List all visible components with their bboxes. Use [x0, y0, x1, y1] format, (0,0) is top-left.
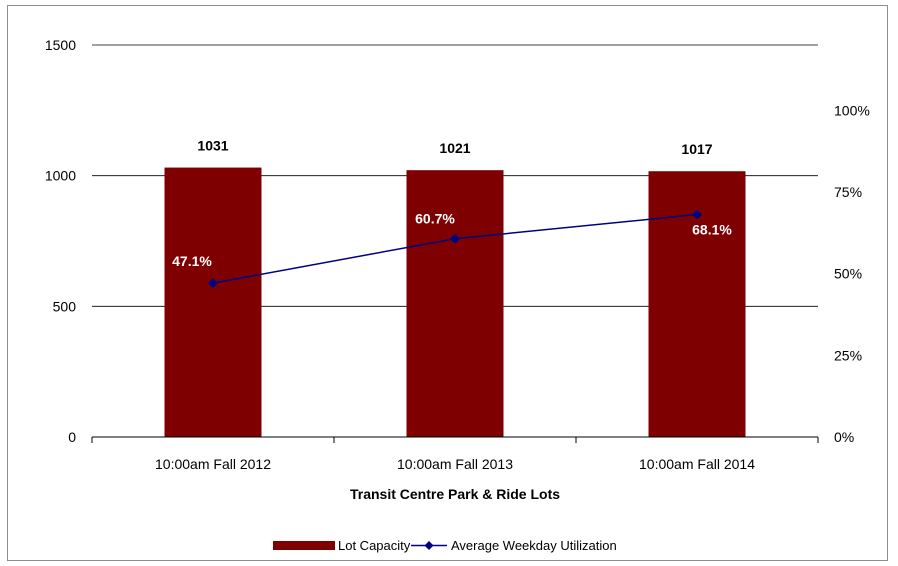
bar-value-label: 1017 [681, 141, 712, 157]
data-labels: 1031 1021 1017 47.1% 60.7% 68.1% [172, 138, 732, 270]
x-tick-label: 10:00am Fall 2014 [639, 456, 755, 472]
bars [164, 167, 746, 438]
y2-tick-label: 100% [834, 102, 870, 118]
utilization-value-label: 47.1% [172, 253, 212, 269]
legend-swatch-lot-capacity [273, 541, 335, 550]
y2-tick-label: 75% [834, 184, 862, 200]
legend-label-lot-capacity: Lot Capacity [338, 538, 411, 553]
y-tick-label: 1500 [45, 37, 76, 53]
legend-marker-utilization [424, 541, 434, 550]
utilization-marker [450, 233, 460, 244]
y-tick-label: 1000 [45, 168, 76, 184]
y2-tick-label: 0% [834, 429, 854, 445]
bar-lot-capacity [164, 167, 262, 437]
bar-value-label: 1021 [439, 140, 470, 156]
utilization-value-label: 68.1% [692, 222, 732, 238]
bar-value-label: 1031 [197, 138, 228, 154]
utilization-value-label: 60.7% [415, 211, 455, 227]
legend: Lot Capacity Average Weekday Utilization [273, 538, 617, 553]
x-axis-title: Transit Centre Park & Ride Lots [350, 486, 560, 502]
bar-lot-capacity [406, 170, 504, 438]
y2-tick-label: 25% [834, 347, 862, 363]
y-tick-label: 500 [53, 298, 77, 314]
x-tick-label: 10:00am Fall 2013 [397, 456, 513, 472]
y2-tick-label: 50% [834, 266, 862, 282]
x-tick-label: 10:00am Fall 2012 [155, 456, 271, 472]
y-tick-label: 0 [68, 429, 76, 445]
utilization-marker [208, 278, 218, 289]
utilization-line [208, 209, 702, 289]
utilization-marker [692, 209, 702, 220]
legend-label-utilization: Average Weekday Utilization [451, 538, 617, 553]
axes: 0 500 1000 1500 0% 25% 50% 75% 100% 10:00am Fall … [45, 37, 870, 472]
